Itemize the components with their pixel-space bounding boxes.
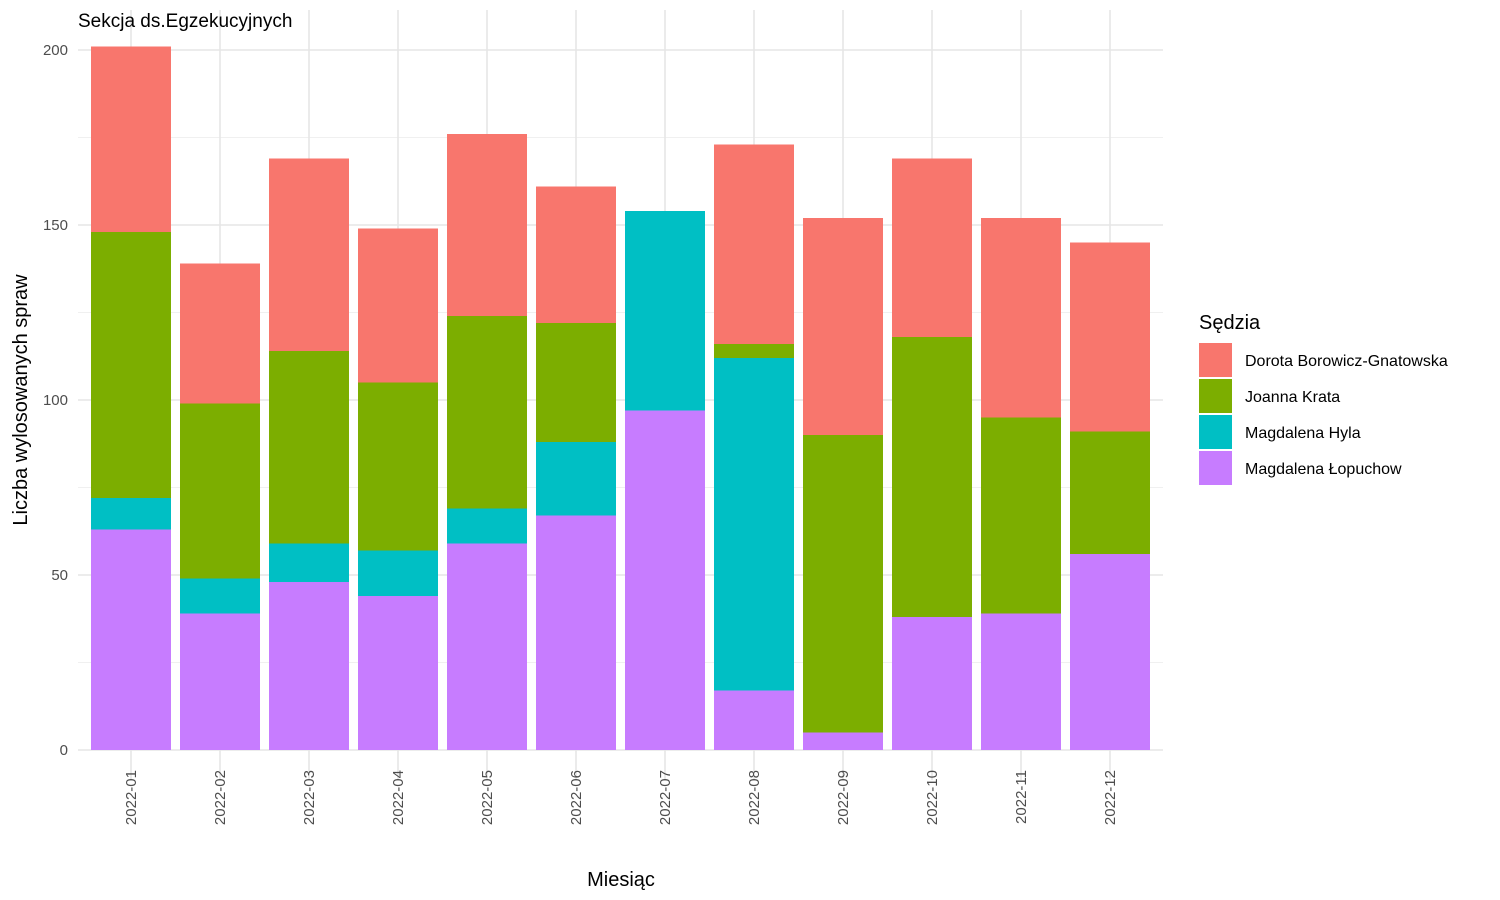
bar-segment [358, 596, 438, 750]
bar-segment [803, 218, 883, 435]
x-axis-title: Miesiąc [587, 869, 655, 891]
bar-segment [892, 337, 972, 617]
bar-segment [536, 515, 616, 750]
bar-segment [180, 613, 260, 750]
legend-label: Dorota Borowicz-Gnatowska [1245, 353, 1448, 370]
bar-segment [536, 442, 616, 516]
x-tick-label: 2022-11 [1013, 770, 1030, 824]
y-tick-label: 150 [43, 217, 68, 234]
y-axis-title: Liczba wylosowanych spraw [10, 274, 32, 526]
bar-segment [180, 263, 260, 404]
bar-segment [625, 211, 705, 411]
bar-segment [447, 508, 527, 544]
bar-segment [714, 358, 794, 691]
bar-segment [1070, 431, 1150, 554]
x-tick-label: 2022-07 [657, 770, 674, 825]
bar-segment [180, 403, 260, 579]
chart-title: Sekcja ds.Egzekucyjnych [78, 11, 292, 32]
bar-segment [892, 158, 972, 337]
bar-segment [269, 543, 349, 582]
bar-segment [981, 417, 1061, 614]
bar-segment [358, 228, 438, 383]
bar-segment [91, 232, 171, 498]
bar-segment [536, 186, 616, 323]
legend-title: Sędzia [1199, 312, 1261, 334]
bar-segment [269, 158, 349, 351]
bar-segment [536, 323, 616, 442]
bar-segment [447, 316, 527, 509]
bar-segment [892, 617, 972, 750]
y-tick-label: 0 [60, 742, 68, 759]
x-tick-label: 2022-02 [212, 770, 229, 825]
bar-segment [803, 732, 883, 750]
legend-label: Magdalena Hyla [1245, 425, 1361, 442]
x-tick-label: 2022-04 [390, 770, 407, 825]
bars [91, 46, 1150, 750]
x-tick-label: 2022-05 [479, 770, 496, 825]
bar-segment [625, 410, 705, 750]
bar-segment [91, 529, 171, 750]
legend-swatch [1199, 343, 1232, 377]
y-tick-label: 200 [43, 42, 68, 59]
x-tick-label: 2022-01 [123, 770, 140, 825]
x-tick-label: 2022-10 [924, 770, 941, 825]
bar-segment [1070, 242, 1150, 432]
bar-segment [358, 382, 438, 551]
y-tick-label: 50 [51, 567, 68, 584]
legend: Sędzia Dorota Borowicz-Gnatowska Joanna K… [1199, 312, 1448, 485]
bar-segment [447, 543, 527, 750]
x-tick-label: 2022-12 [1102, 770, 1119, 825]
bar-segment [269, 582, 349, 750]
bar-segment [180, 578, 260, 614]
x-tick-label: 2022-09 [835, 770, 852, 825]
bar-segment [269, 351, 349, 544]
bar-segment [447, 134, 527, 316]
bar-segment [1070, 554, 1150, 750]
legend-swatch [1199, 415, 1232, 449]
bar-segment [981, 613, 1061, 750]
bar-segment [714, 344, 794, 358]
bar-segment [714, 144, 794, 344]
bar-segment [714, 690, 794, 750]
bar-segment [91, 46, 171, 232]
x-tick-label: 2022-03 [301, 770, 318, 825]
axes: 0 50 100 150 200 2022-01 2022-02 2022-03 2022-04… [43, 42, 1119, 825]
bar-segment [981, 218, 1061, 418]
x-tick-label: 2022-06 [568, 770, 585, 825]
y-tick-label: 100 [43, 392, 68, 409]
bar-segment [803, 435, 883, 733]
legend-label: Joanna Krata [1245, 389, 1340, 406]
bar-segment [91, 498, 171, 530]
legend-swatch [1199, 379, 1232, 413]
bar-segment [358, 550, 438, 596]
legend-label: Magdalena Łopuchow [1245, 461, 1402, 478]
x-tick-label: 2022-08 [746, 770, 763, 825]
legend-swatch [1199, 451, 1232, 485]
